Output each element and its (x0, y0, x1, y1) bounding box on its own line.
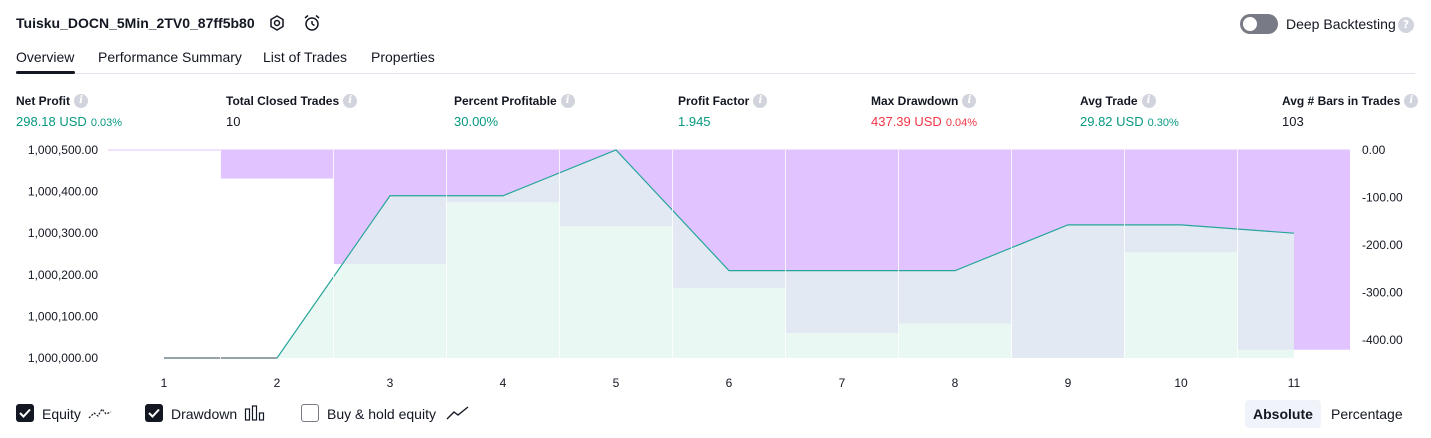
info-icon[interactable]: i (343, 93, 358, 108)
right-axis-tick: -200.00 (1362, 238, 1403, 252)
metric-label: Net Profit (16, 93, 70, 108)
x-axis-tick: 10 (1174, 376, 1188, 390)
info-icon[interactable]: i (1404, 93, 1419, 108)
equity-checkbox[interactable] (16, 404, 34, 422)
metric-value: 1.945 (678, 114, 711, 129)
metric-net-profit: Net Profit i 298.18 USD 0.03% (16, 92, 122, 129)
info-icon[interactable]: i (560, 93, 575, 108)
metric-label: Profit Factor (678, 93, 750, 108)
help-icon[interactable]: ? (1398, 17, 1414, 33)
report-tabs: Overview Performance Summary List of Tra… (0, 46, 1431, 76)
toggle-knob (1243, 17, 1257, 31)
info-icon[interactable]: i (74, 93, 88, 108)
equity-line-icon (88, 404, 112, 427)
buy-hold-checkbox[interactable] (301, 404, 319, 422)
drawdown-bar (220, 150, 334, 179)
metric-label: Max Drawdown (871, 93, 959, 108)
metric-label: Avg # Bars in Trades (1282, 93, 1401, 108)
left-axis-tick: 1,000,300.00 (28, 226, 98, 240)
left-axis-tick: 1,000,000.00 (28, 351, 98, 365)
x-axis-tick: 2 (274, 376, 281, 390)
x-axis-tick: 6 (726, 376, 733, 390)
right-axis-tick: -400.00 (1362, 333, 1403, 347)
alarm-add-icon[interactable] (302, 13, 322, 33)
metric-avg-bars-in-trades: Avg # Bars in Trades i 103 (1282, 92, 1419, 129)
strategy-title: Tuisku_DOCN_5Min_2TV0_87ff5b80 (16, 15, 255, 31)
buy-hold-label: Buy & hold equity (327, 406, 436, 422)
metric-label: Total Closed Trades (226, 93, 340, 108)
equity-drawdown-chart[interactable]: 1,000,000.00 1,000,100.00 1,000,200.00 1,00… (0, 140, 1431, 395)
metric-avg-trade: Avg Trade i 29.82 USD 0.30% (1080, 92, 1179, 129)
metric-value: 437.39 USD 0.04% (871, 114, 978, 129)
buy-hold-line-icon (446, 404, 470, 427)
metrics-strip: Net Profit i 298.18 USD 0.03% Total Closed… (0, 92, 1431, 132)
metric-value: 29.82 USD 0.30% (1080, 114, 1179, 129)
drawdown-bars-icon (244, 404, 266, 427)
x-axis-tick: 9 (1065, 376, 1072, 390)
info-icon[interactable]: i (753, 93, 768, 108)
equity-label: Equity (42, 406, 81, 422)
left-axis-tick: 1,000,500.00 (28, 143, 98, 157)
deep-backtesting-label: Deep Backtesting (1286, 16, 1396, 32)
metric-profit-factor: Profit Factor i 1.945 (678, 92, 768, 129)
tab-list-of-trades[interactable]: List of Trades (263, 49, 348, 65)
info-icon[interactable]: i (1141, 93, 1156, 108)
x-axis-tick: 8 (952, 376, 959, 390)
tab-properties[interactable]: Properties (371, 49, 435, 65)
x-axis-tick: 5 (613, 376, 620, 390)
x-axis-tick: 4 (500, 376, 507, 390)
metric-value: 10 (226, 114, 241, 129)
tab-performance-summary[interactable]: Performance Summary (98, 49, 242, 65)
drawdown-label: Drawdown (171, 406, 238, 422)
x-axis-tick: 11 (1288, 376, 1301, 390)
metric-value: 30.00% (454, 114, 499, 129)
percentage-mode-button[interactable]: Percentage (1331, 406, 1403, 422)
drawdown-checkbox[interactable] (145, 404, 163, 422)
right-axis-tick: 0.00 (1362, 143, 1386, 157)
right-axis-tick: -100.00 (1362, 191, 1403, 205)
left-axis-tick: 1,000,200.00 (28, 268, 98, 282)
absolute-mode-button[interactable]: Absolute (1245, 400, 1321, 428)
metric-percent: 0.04% (945, 117, 978, 129)
metric-max-drawdown: Max Drawdown i 437.39 USD 0.04% (871, 92, 977, 129)
metric-label: Percent Profitable (454, 93, 557, 108)
left-axis-tick: 1,000,100.00 (28, 309, 98, 323)
settings-icon[interactable] (267, 13, 287, 33)
metric-percent-profitable: Percent Profitable i 30.00% (454, 92, 575, 129)
equity-line (164, 149, 1295, 359)
info-icon[interactable]: i (962, 93, 977, 108)
metric-percent: 0.03% (90, 117, 123, 129)
metric-value: 298.18 USD 0.03% (16, 114, 123, 129)
x-axis-tick: 1 (161, 376, 168, 390)
metric-label: Avg Trade (1080, 93, 1138, 108)
metric-value: 103 (1282, 114, 1304, 129)
tab-overview[interactable]: Overview (16, 49, 75, 65)
metric-percent: 0.30% (1147, 117, 1179, 129)
right-axis-tick: -300.00 (1362, 286, 1403, 300)
x-axis-tick: 7 (839, 376, 846, 390)
active-tab-indicator (16, 71, 75, 74)
x-axis-tick: 3 (387, 376, 394, 390)
tabs-divider (16, 73, 1415, 74)
report-header: Tuisku_DOCN_5Min_2TV0_87ff5b80 Deep Back… (0, 0, 1431, 46)
deep-backtesting-toggle[interactable] (1240, 14, 1278, 34)
metric-total-closed-trades: Total Closed Trades i 10 (226, 92, 358, 129)
chart-legend: Equity Drawdown Buy & hold equity Absolu… (0, 400, 1431, 430)
left-axis-tick: 1,000,400.00 (28, 185, 98, 199)
